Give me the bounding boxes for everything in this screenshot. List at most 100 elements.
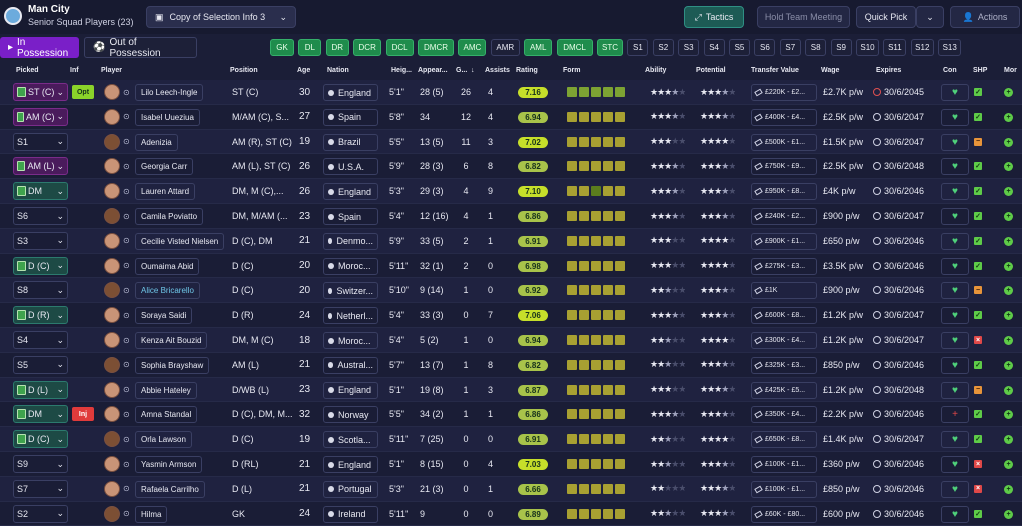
- heart-icon[interactable]: ♥: [941, 158, 969, 176]
- picked-dropdown[interactable]: AM (L) ⌄: [13, 157, 68, 176]
- table-row[interactable]: S1 ⌄ ⊙ Adenizia AM (R), ST (C) 19 5'5" 13 (5) 11…: [0, 129, 1022, 155]
- table-row[interactable]: S4 ⌄ ⊙ Kenza Ait Bouzid DM, M (C) 18 5'4" 5 (2)…: [0, 328, 1022, 353]
- picked-dropdown[interactable]: D (R) ⌄: [13, 306, 68, 325]
- heart-icon[interactable]: ♥: [941, 133, 969, 151]
- table-row[interactable]: S8 ⌄ ⊙ Alice Bricarello D (C) 20 5'10" 9 (14) 1 0…: [0, 278, 1022, 304]
- heart-icon[interactable]: ♥: [941, 356, 969, 374]
- transfer-value-chip[interactable]: £240K - £2...: [751, 208, 817, 225]
- transfer-value-chip[interactable]: £100K - £1...: [751, 480, 817, 498]
- col-potential[interactable]: Potential: [696, 67, 726, 74]
- position-button-dcr[interactable]: DCR: [353, 39, 382, 56]
- heart-icon[interactable]: ♥: [941, 381, 969, 399]
- tab-out-of-possession[interactable]: ⚽ Out of Possession: [84, 37, 197, 59]
- player-name[interactable]: Abbie Hateley: [135, 381, 197, 399]
- player-name[interactable]: Lilo Leech-Ingle: [135, 84, 204, 101]
- avatar[interactable]: [104, 356, 120, 373]
- hold-team-meeting-button[interactable]: Hold Team Meeting: [757, 6, 850, 28]
- position-button-s1[interactable]: S1: [627, 39, 649, 56]
- transfer-value-chip[interactable]: £950K - £8...: [751, 183, 817, 201]
- nation-chip[interactable]: Moroc...: [323, 332, 378, 349]
- col-picked[interactable]: Picked: [16, 67, 39, 74]
- player-name[interactable]: Oumaima Abid: [135, 257, 200, 275]
- transfer-value-chip[interactable]: £650K - £8...: [751, 431, 817, 449]
- medical-icon[interactable]: +: [941, 406, 969, 424]
- avatar[interactable]: [104, 505, 120, 522]
- col-inf[interactable]: Inf: [70, 67, 79, 74]
- player-name[interactable]: Alice Bricarello: [135, 282, 200, 300]
- nation-chip[interactable]: England: [323, 84, 378, 101]
- transfer-value-chip[interactable]: £500K - £1...: [751, 133, 817, 151]
- table-row[interactable]: D (C) ⌄ ⊙ Orla Lawson D (C) 19 5'11" 7 (25) 0 0 £1…: [0, 427, 1022, 452]
- player-name[interactable]: Kenza Ait Bouzid: [135, 332, 208, 349]
- player-name[interactable]: Isabel Uueziua: [135, 108, 200, 126]
- table-row[interactable]: S7 ⌄ ⊙ Rafaela Carrilho D (L) 21 5'3" 21 (3) 0 1 £…: [0, 476, 1022, 502]
- avatar[interactable]: [104, 232, 120, 249]
- player-name[interactable]: Rafaela Carrilho: [135, 480, 205, 498]
- picked-dropdown[interactable]: DM ⌄: [13, 405, 68, 424]
- player-name[interactable]: Soraya Saidi: [135, 307, 193, 325]
- position-button-amc[interactable]: AMC: [458, 39, 487, 56]
- transfer-value-chip[interactable]: £400K - £4...: [751, 108, 817, 126]
- position-button-s3[interactable]: S3: [678, 39, 700, 56]
- position-button-s2[interactable]: S2: [652, 39, 674, 56]
- transfer-value-chip[interactable]: £300K - £4...: [751, 332, 817, 349]
- position-button-s9[interactable]: S9: [830, 39, 852, 56]
- table-row[interactable]: DM ⌄ Inj ⊙ Amna Standal D (C), DM, M... 32 5'5"…: [0, 402, 1022, 428]
- avatar[interactable]: [104, 282, 120, 299]
- position-button-dl[interactable]: DL: [298, 39, 322, 56]
- player-name[interactable]: Amna Standal: [135, 406, 198, 424]
- info-badge[interactable]: Opt: [72, 85, 94, 99]
- picked-dropdown[interactable]: S8 ⌄: [13, 281, 68, 300]
- avatar[interactable]: [104, 406, 120, 423]
- player-name[interactable]: Georgia Carr: [135, 158, 194, 176]
- transfer-value-chip[interactable]: £100K - £1...: [751, 456, 817, 473]
- nation-chip[interactable]: Netherl...: [323, 307, 378, 325]
- position-button-s12[interactable]: S12: [910, 39, 934, 56]
- col-con[interactable]: Con: [943, 67, 957, 74]
- picked-dropdown[interactable]: S5 ⌄: [13, 355, 68, 374]
- heart-icon[interactable]: ♥: [941, 84, 969, 101]
- avatar[interactable]: [104, 307, 120, 324]
- col-height[interactable]: Heig...: [391, 67, 413, 74]
- nation-chip[interactable]: Spain: [323, 108, 378, 126]
- heart-icon[interactable]: ♥: [941, 232, 969, 250]
- avatar[interactable]: [104, 381, 120, 398]
- col-nation[interactable]: Nation: [327, 67, 349, 74]
- picked-dropdown[interactable]: D (L) ⌄: [13, 380, 68, 399]
- heart-icon[interactable]: ♥: [941, 456, 969, 473]
- position-button-s4[interactable]: S4: [703, 39, 725, 56]
- avatar[interactable]: [104, 257, 120, 274]
- col-rating[interactable]: Rating: [516, 67, 538, 74]
- nation-chip[interactable]: Portugal: [323, 480, 378, 498]
- position-button-dr[interactable]: DR: [325, 39, 349, 56]
- heart-icon[interactable]: ♥: [941, 307, 969, 325]
- nation-chip[interactable]: Switzer...: [323, 282, 378, 300]
- heart-icon[interactable]: ♥: [941, 332, 969, 349]
- nation-chip[interactable]: Brazil: [323, 133, 378, 151]
- col-age[interactable]: Age: [297, 67, 311, 74]
- picked-dropdown[interactable]: D (C) ⌄: [13, 256, 68, 275]
- picked-dropdown[interactable]: S7 ⌄: [13, 479, 68, 498]
- actions-button[interactable]: 👤 Actions: [950, 6, 1020, 28]
- nation-chip[interactable]: U.S.A.: [323, 158, 378, 176]
- player-name[interactable]: Hilma: [135, 505, 168, 523]
- table-row[interactable]: ST (C) ⌄ Opt ⊙ Lilo Leech-Ingle ST (C) 30 5'1" 2…: [0, 80, 1022, 105]
- position-button-s6[interactable]: S6: [754, 39, 776, 56]
- picked-dropdown[interactable]: S3 ⌄: [13, 231, 68, 250]
- col-form[interactable]: Form: [563, 67, 581, 74]
- col-expires[interactable]: Expires: [876, 67, 902, 74]
- nation-chip[interactable]: England: [323, 381, 378, 399]
- team-name[interactable]: Man City: [28, 4, 70, 15]
- player-name[interactable]: Sophia Brayshaw: [135, 356, 210, 374]
- avatar[interactable]: [104, 431, 120, 448]
- picked-dropdown[interactable]: S9 ⌄: [13, 455, 68, 473]
- transfer-value-chip[interactable]: £275K - £3...: [751, 257, 817, 275]
- position-button-dcl[interactable]: DCL: [385, 39, 414, 56]
- player-name[interactable]: Yasmin Armson: [135, 456, 203, 473]
- nation-chip[interactable]: England: [323, 456, 378, 473]
- quick-pick-menu-button[interactable]: ⌄: [916, 6, 944, 28]
- transfer-value-chip[interactable]: £60K - £80...: [751, 505, 817, 523]
- picked-dropdown[interactable]: DM ⌄: [13, 182, 68, 201]
- nation-chip[interactable]: Denmo...: [323, 232, 378, 250]
- table-row[interactable]: D (C) ⌄ ⊙ Oumaima Abid D (C) 20 5'11" 32 (1) 2 0 £…: [0, 253, 1022, 279]
